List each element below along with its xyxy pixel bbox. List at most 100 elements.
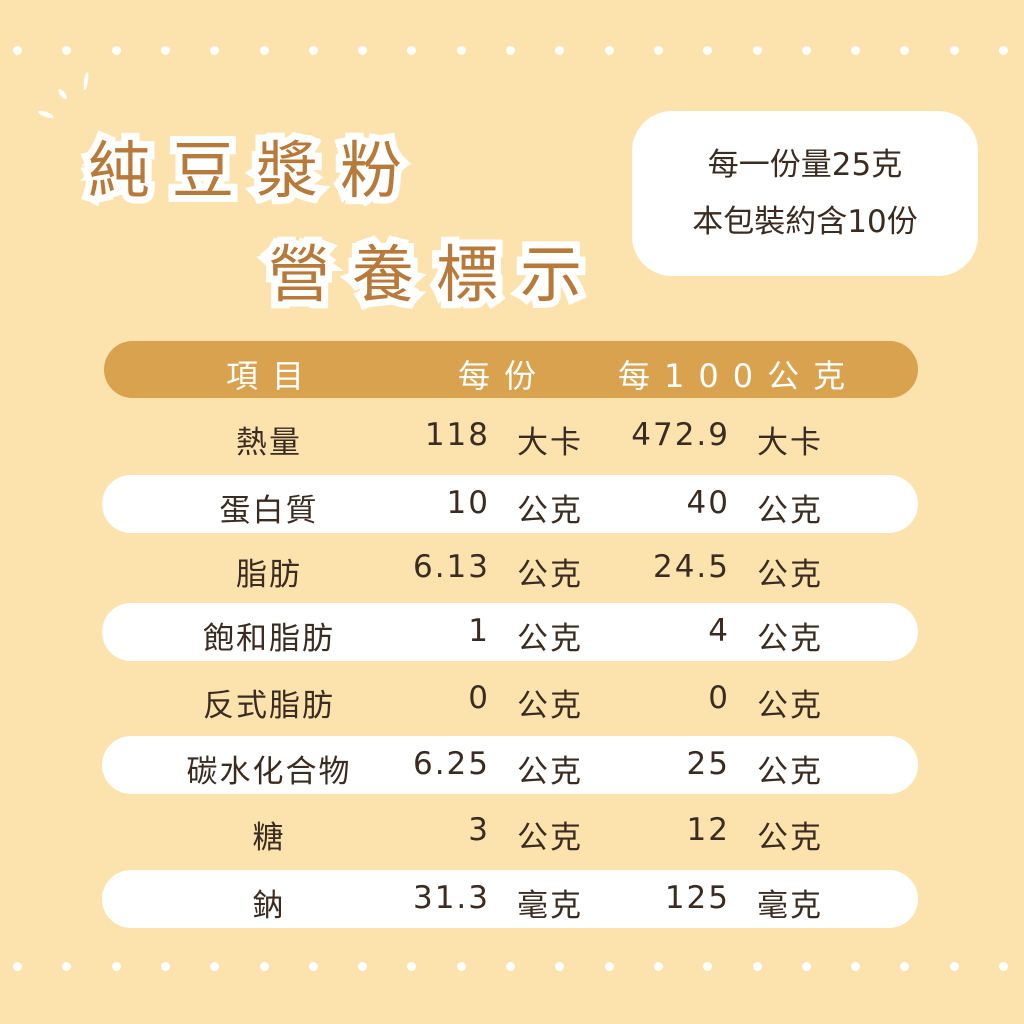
- per-100g-value: 40: [686, 485, 730, 521]
- title-line-1: 純豆漿粉: [81, 127, 425, 214]
- dot: [999, 46, 1008, 55]
- dot: [358, 962, 368, 971]
- per-100g-unit: 公克: [757, 493, 823, 529]
- dot: [111, 46, 121, 55]
- nutrient-name: 飽和脂肪: [203, 621, 335, 657]
- per-serving-unit: 公克: [517, 557, 583, 593]
- dot: [801, 962, 811, 971]
- per-100g-value: 472.9: [631, 417, 730, 453]
- nutrient-name: 碳水化合物: [186, 754, 352, 790]
- dot: [752, 46, 762, 55]
- per-serving-value: 10: [446, 485, 490, 521]
- per-serving-value: 6.25: [412, 746, 490, 782]
- serving-info-box: 每一份量25克 本包裝約含10份: [632, 111, 978, 276]
- per-serving-unit: 公克: [517, 688, 583, 724]
- dot: [259, 962, 269, 971]
- per-serving-unit: 公克: [517, 493, 583, 529]
- per-100g-unit: 公克: [757, 621, 823, 657]
- table-row: 脂肪 6.13 公克 24.5 公克: [102, 539, 918, 597]
- dot: [308, 46, 318, 55]
- dot: [506, 962, 515, 971]
- dot: [949, 962, 959, 971]
- per-100g-unit: 公克: [757, 688, 823, 724]
- dot: [653, 46, 663, 55]
- per-100g-value: 0: [708, 680, 730, 716]
- dot: [259, 46, 269, 55]
- dot: [900, 962, 910, 971]
- per-100g-value: 4: [708, 613, 730, 649]
- per-serving-unit: 公克: [517, 754, 583, 790]
- per-100g-unit: 公克: [757, 820, 823, 856]
- title-line-2: 營養標示: [261, 231, 605, 318]
- per-serving-value: 31.3: [412, 880, 490, 916]
- table-row: 反式脂肪 0 公克 0 公克: [102, 670, 918, 728]
- dot: [62, 46, 72, 55]
- table-row: 糖 3 公克 12 公克: [102, 802, 918, 860]
- table-row: 飽和脂肪 1 公克 4 公克: [102, 603, 918, 661]
- dot: [407, 46, 417, 55]
- dot: [703, 46, 713, 55]
- per-serving-unit: 大卡: [517, 425, 583, 461]
- per-100g-value: 25: [686, 746, 730, 782]
- table-row: 蛋白質 10 公克 40 公克: [102, 475, 918, 533]
- dot: [13, 46, 22, 55]
- header-per-serving: 每份: [458, 357, 551, 395]
- dot: [210, 46, 220, 55]
- table-row: 鈉 31.3 毫克 125 毫克: [102, 870, 918, 928]
- per-serving-unit: 公克: [517, 621, 583, 657]
- header-per-100g: 每100公克: [618, 357, 860, 395]
- per-serving-unit: 毫克: [517, 888, 583, 924]
- per-100g-unit: 大卡: [757, 425, 823, 461]
- serving-size: 每一份量25克: [707, 146, 903, 183]
- per-100g-unit: 毫克: [757, 888, 823, 924]
- dot: [752, 962, 762, 971]
- dot: [407, 962, 417, 971]
- dot: [653, 962, 663, 971]
- dot: [13, 962, 22, 971]
- dot: [949, 46, 959, 55]
- dots-bottom: [0, 962, 1024, 974]
- dot: [358, 46, 368, 55]
- per-100g-value: 12: [686, 812, 730, 848]
- per-100g-value: 24.5: [652, 549, 730, 585]
- dot: [506, 46, 515, 55]
- dot: [851, 962, 861, 971]
- per-serving-unit: 公克: [517, 820, 583, 856]
- nutrient-name: 反式脂肪: [203, 688, 335, 724]
- nutrient-name: 鈉: [252, 888, 286, 924]
- sparkle-icon: [37, 109, 55, 120]
- dot: [703, 962, 713, 971]
- dot: [111, 962, 121, 971]
- dot: [160, 46, 170, 55]
- dot: [851, 46, 861, 55]
- per-serving-value: 0: [468, 680, 490, 716]
- dot: [555, 46, 565, 55]
- sparkle-icon: [56, 87, 69, 101]
- dot: [900, 46, 910, 55]
- nutrient-name: 熱量: [236, 425, 302, 461]
- table-header: 項目 每份 每100公克: [104, 341, 918, 398]
- nutrient-name: 糖: [252, 820, 286, 856]
- per-serving-value: 118: [424, 417, 490, 453]
- per-100g-unit: 公克: [757, 557, 823, 593]
- servings-per-package: 本包裝約含10份: [692, 203, 918, 240]
- table-row: 碳水化合物 6.25 公克 25 公克: [102, 736, 918, 794]
- per-100g-unit: 公克: [757, 754, 823, 790]
- per-serving-value: 3: [468, 812, 490, 848]
- header-item: 項目: [226, 357, 319, 395]
- dot: [308, 962, 318, 971]
- dot: [604, 962, 614, 971]
- dot: [604, 46, 614, 55]
- dot: [999, 962, 1008, 971]
- dot: [160, 962, 170, 971]
- dot: [456, 962, 466, 971]
- per-100g-value: 125: [664, 880, 730, 916]
- nutrient-name: 蛋白質: [219, 493, 319, 529]
- table-row: 熱量 118 大卡 472.9 大卡: [102, 407, 918, 465]
- dot: [456, 46, 466, 55]
- dot: [62, 962, 72, 971]
- sparkle-icon: [82, 71, 90, 91]
- per-serving-value: 1: [468, 613, 490, 649]
- nutrient-name: 脂肪: [236, 557, 302, 593]
- per-serving-value: 6.13: [412, 549, 490, 585]
